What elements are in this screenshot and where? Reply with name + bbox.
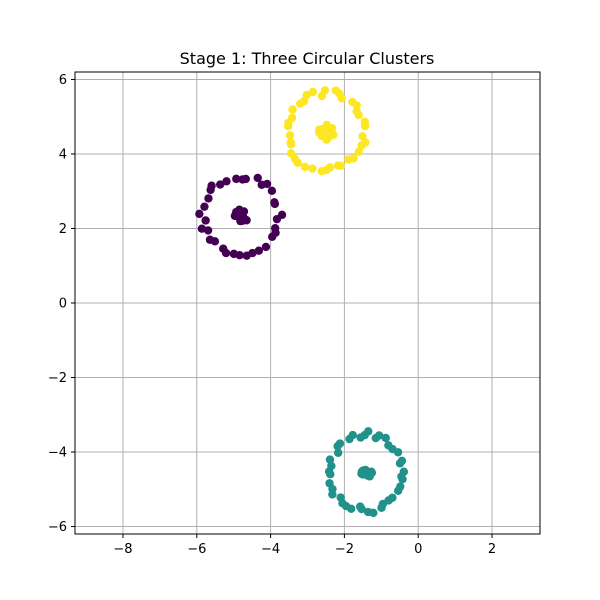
scatter-point [326,469,335,479]
scatter-point [397,472,406,481]
scatter-point [222,177,231,186]
x-tick-label: −4 [261,542,280,557]
scatter-point [354,147,363,157]
scatter-point [348,97,357,107]
scatter-point [325,163,335,172]
scatter-point [358,132,367,141]
x-tick-label: −2 [335,542,354,557]
scatter-point [254,246,264,255]
scatter-point [308,164,317,173]
scatter-point [371,433,380,443]
scatter-point [356,433,365,442]
x-tick-label: −6 [187,542,206,557]
scatter-point [361,465,370,475]
scatter-point [347,504,356,514]
scatter-point [261,242,271,252]
y-tick-label: 0 [59,297,67,312]
scatter-point [238,175,247,184]
y-tick-label: 4 [59,147,67,162]
scatter-point [360,117,370,127]
scatter-point [329,130,338,140]
scatter-point [345,434,354,444]
scatter-point [293,158,303,167]
scatter-point [333,441,342,451]
scatter-point [270,198,279,207]
scatter-point [300,162,310,172]
scatter-point [317,91,327,101]
scatter-point [283,122,293,131]
x-tick-label: 2 [488,542,496,557]
scatter-point [286,140,296,149]
y-tick-label: −4 [48,446,67,461]
scatter-point [314,125,324,134]
x-tick-label: 0 [414,542,422,557]
x-tick-label: −8 [113,542,132,557]
scatter-point [204,194,213,203]
scatter-point [257,180,266,189]
y-tick-label: −6 [48,520,67,535]
scatter-point [333,448,343,457]
scatter-point [195,209,204,219]
scatter-point [232,174,241,184]
chart-title: Stage 1: Three Circular Clusters [180,49,435,68]
scatter-point [388,493,397,502]
scatter-point [328,490,337,499]
scatter-point [206,185,215,195]
scatter-point [272,214,282,224]
scatter-point [200,202,209,211]
scatter-point [270,224,280,233]
y-tick-label: −2 [48,371,67,386]
scatter-point [285,131,295,140]
scatter-point [295,99,305,108]
y-tick-label: 2 [59,222,67,237]
scatter-point [288,105,297,114]
grid [75,72,540,534]
scatter-point [336,161,346,171]
scatter-point [381,433,390,443]
scatter-point [210,237,220,246]
scatter-point [369,508,378,518]
scatter-point [352,107,361,116]
scatter-point [396,482,405,491]
scatter-point [349,154,358,163]
scatter-point [253,173,262,183]
scatter-point [235,251,244,260]
scatter-point [331,86,341,95]
scatter-point [215,180,225,189]
scatter-point [325,455,335,464]
axis-ticks: −8 −6 −4 −2 0 2 −6 −4 −2 0 2 4 6 [48,73,496,557]
scatter-point [384,441,393,450]
scatter-point [238,216,247,225]
scatter-point [322,135,331,144]
scatter-point [235,205,244,214]
scatter-point [248,248,257,258]
scatter-point [267,186,277,196]
scatter-point [221,248,231,258]
scatter-point [201,216,210,225]
scatter-point [357,504,366,514]
scatter-point [203,226,213,235]
scatter-point [397,456,407,466]
y-tick-label: 6 [59,73,67,88]
scatter-point [361,138,370,147]
scatter-points [195,86,409,518]
